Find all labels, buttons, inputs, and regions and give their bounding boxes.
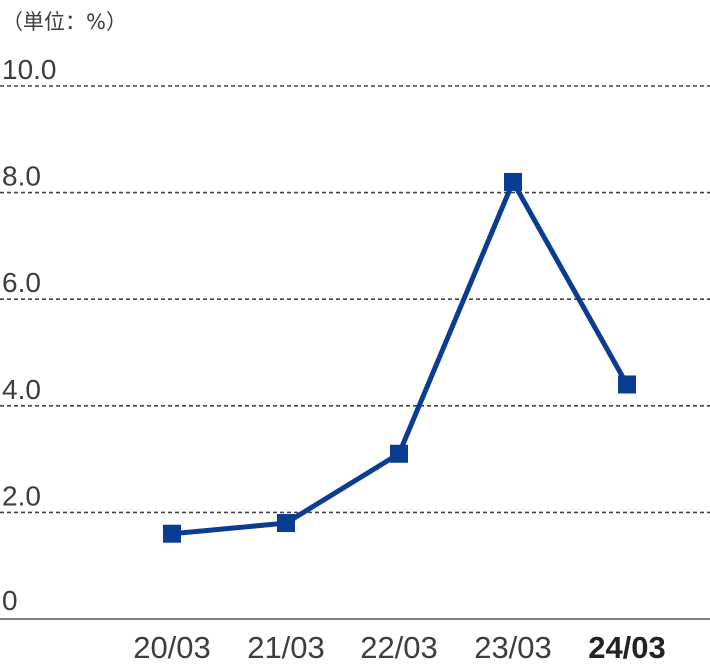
y-tick-label: 8.0 [2,161,41,192]
x-tick-label: 24/03 [588,630,666,660]
y-tick-label: 4.0 [2,374,41,405]
y-tick-label: 6.0 [2,267,41,298]
series-primary [163,172,636,543]
y-tick-label: 0 [2,585,18,616]
x-tick-label: 23/03 [474,630,552,660]
x-tick-label: 20/03 [133,630,211,660]
x-axis-ticks: 20/03 21/03 22/03 23/03 24/03 [133,630,666,665]
x-tick-label: 21/03 [247,630,325,660]
data-point-marker [390,444,408,463]
data-point-marker [618,375,636,394]
gridlines [0,85,710,514]
y-axis-ticks: 0 2.0 4.0 6.0 8.0 10.0 [2,54,57,616]
data-point-marker [163,524,181,543]
unit-label: （単位：%） [2,10,127,34]
data-point-marker [504,172,522,191]
data-point-marker [277,514,295,533]
y-tick-label: 2.0 [2,480,41,511]
series-line [171,179,630,537]
y-tick-label: 10.0 [2,54,57,85]
x-tick-label: 22/03 [360,630,438,660]
